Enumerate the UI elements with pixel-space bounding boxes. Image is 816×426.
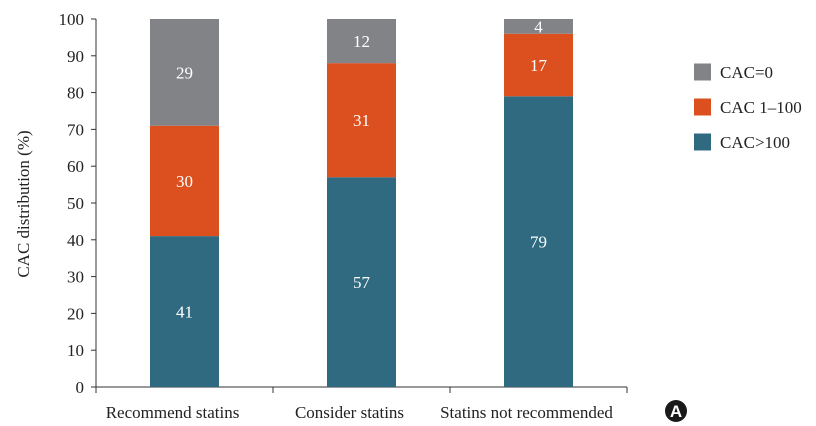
bar-value-label: 12 bbox=[353, 32, 370, 51]
y-tick-label: 50 bbox=[67, 194, 84, 213]
x-category-label: Consider statins bbox=[295, 403, 404, 422]
y-tick-label: 0 bbox=[76, 378, 85, 397]
y-tick-label: 40 bbox=[67, 231, 84, 250]
bar-segment bbox=[504, 33, 573, 97]
y-tick-label: 70 bbox=[67, 120, 84, 139]
y-tick-label: 90 bbox=[67, 47, 84, 66]
axes: 0 10 20 30 40 50 60 70 80 90 100 Recommend statins C… bbox=[59, 10, 628, 422]
legend-swatch bbox=[694, 98, 711, 116]
bars: 41 30 29 57 31 12 79 17 4 bbox=[150, 17, 573, 387]
bar-value-label: 17 bbox=[530, 56, 548, 75]
bar-value-label: 57 bbox=[353, 273, 371, 292]
bar-value-label: 31 bbox=[353, 111, 370, 130]
bar-value-label: 29 bbox=[176, 63, 193, 82]
bar-segment bbox=[150, 236, 219, 387]
legend: CAC=0 CAC 1–100 CAC>100 bbox=[694, 63, 802, 152]
legend-label: CAC>100 bbox=[720, 133, 790, 152]
panel-label-circle bbox=[665, 400, 687, 422]
legend-label: CAC 1–100 bbox=[720, 98, 802, 117]
bar-value-label: 79 bbox=[530, 233, 547, 252]
y-tick-label: 100 bbox=[59, 10, 85, 29]
panel-label-badge: A bbox=[665, 400, 687, 422]
bar-segment bbox=[150, 19, 219, 126]
legend-swatch bbox=[694, 133, 711, 151]
legend-label: CAC=0 bbox=[720, 63, 773, 82]
x-category-label: Statins not recommended bbox=[440, 403, 613, 422]
y-tick-label: 20 bbox=[67, 304, 84, 323]
bar-value-label: 4 bbox=[534, 17, 543, 36]
y-tick-label: 30 bbox=[67, 268, 84, 287]
bar-value-label: 41 bbox=[176, 303, 193, 322]
bar-segment bbox=[150, 125, 219, 237]
y-tick-label: 10 bbox=[67, 341, 84, 360]
bar-segment bbox=[327, 19, 396, 64]
y-axis-title: CAC distribution (%) bbox=[14, 130, 33, 277]
bar-segment bbox=[504, 96, 573, 387]
y-tick-label: 60 bbox=[67, 157, 84, 176]
bar-segment bbox=[504, 19, 573, 34]
y-tick-label: 80 bbox=[67, 84, 84, 103]
bar-value-label: 30 bbox=[176, 172, 193, 191]
panel-label: A bbox=[670, 402, 682, 421]
legend-swatch bbox=[694, 63, 711, 81]
x-category-label: Recommend statins bbox=[106, 403, 240, 422]
bar-segment bbox=[327, 63, 396, 178]
bar-segment bbox=[327, 177, 396, 387]
